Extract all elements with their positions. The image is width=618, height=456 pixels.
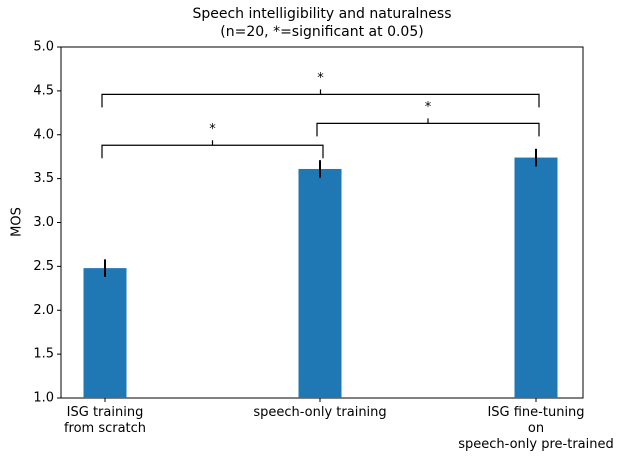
significance-label: * [317,71,324,86]
x-tick-label: ISG training from scratch [63,405,147,436]
significance-bracket [101,89,540,108]
significance-bracket [316,118,540,137]
chart-subtitle: (n=20, *=significant at 0.05) [220,24,423,40]
y-tick-label: 4.0 [33,127,54,142]
y-tick-label: 3.5 [33,171,54,186]
chart-title: Speech intelligibility and naturalness [192,6,451,22]
y-tick-label: 3.0 [33,215,54,230]
y-tick-label: 5.0 [33,40,54,55]
significance-label: * [209,122,216,137]
bar [83,268,127,398]
y-tick-label: 1.0 [33,391,54,406]
significance-label: * [425,100,432,115]
x-tick-label: speech-only training [253,405,387,420]
y-tick-label: 4.5 [33,83,54,98]
significance-bracket [101,140,324,159]
y-axis-label: MOS [10,207,25,237]
y-tick-label: 1.5 [33,347,54,362]
y-tick-label: 2.0 [33,303,54,318]
x-tick-label: ISG fine-tuning on speech-only pre-train… [458,405,614,452]
y-tick-label: 2.5 [33,259,54,274]
bar [514,157,558,398]
bar [298,168,342,398]
